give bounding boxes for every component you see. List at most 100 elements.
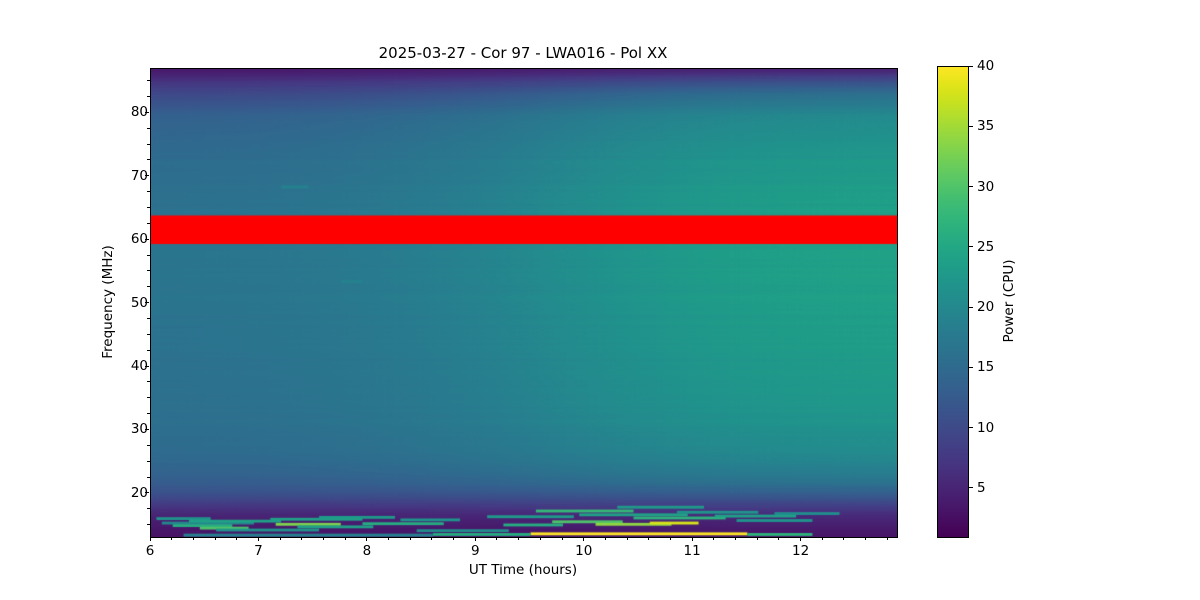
y-minor-tick (147, 254, 150, 256)
y-tick (145, 492, 149, 494)
y-minor-tick (147, 317, 150, 319)
y-tick-label: 40 (130, 358, 148, 375)
y-minor-tick (147, 96, 150, 98)
x-tick-label: 11 (683, 543, 701, 559)
colorbar-tick (969, 246, 973, 248)
x-minor-tick (778, 537, 780, 540)
x-minor-tick (865, 537, 867, 540)
y-tick (145, 238, 149, 240)
y-tick-label: 70 (130, 167, 148, 184)
y-minor-tick (147, 127, 150, 129)
x-tick-label: 12 (791, 543, 810, 559)
x-tick (583, 537, 585, 541)
x-minor-tick (821, 537, 823, 540)
x-minor-tick (214, 537, 216, 540)
x-tick-label: 6 (145, 543, 155, 559)
colorbar-gradient (938, 67, 968, 537)
colorbar-tick (969, 65, 973, 67)
x-tick (257, 537, 259, 541)
x-tick (800, 537, 802, 541)
y-tick-label: 20 (130, 484, 148, 501)
x-tick-label: 10 (575, 543, 593, 559)
x-minor-tick (604, 537, 606, 540)
x-minor-tick (735, 537, 737, 540)
spectrogram-image (151, 69, 897, 537)
y-minor-tick (147, 159, 150, 161)
x-tick-label: 9 (470, 543, 480, 559)
x-minor-tick (886, 537, 888, 540)
x-minor-tick (192, 537, 194, 540)
y-minor-tick (147, 207, 150, 208)
y-tick (145, 111, 149, 113)
x-minor-tick (453, 537, 455, 540)
y-tick-label: 80 (130, 104, 148, 121)
y-axis-label: Frequency (MHz) (100, 245, 116, 359)
x-minor-tick (756, 537, 758, 540)
y-minor-tick (147, 397, 150, 399)
colorbar-label: Power (CPU) (1001, 259, 1017, 343)
y-minor-tick (147, 80, 150, 82)
colorbar-tick (969, 186, 973, 187)
x-tick (366, 537, 368, 541)
y-minor-tick (147, 270, 150, 272)
x-minor-tick (236, 537, 238, 540)
y-minor-tick (147, 444, 150, 446)
y-tick-label: 50 (130, 294, 148, 311)
x-tick-label: 7 (254, 543, 263, 559)
dynamic-spectrum-axes[interactable] (150, 68, 898, 538)
x-minor-tick (561, 537, 563, 540)
x-minor-tick (518, 537, 520, 540)
x-minor-tick (713, 537, 715, 540)
x-minor-tick (279, 537, 281, 540)
colorbar-tick-label: 40 (977, 58, 995, 74)
y-tick (145, 365, 149, 367)
y-tick (145, 428, 149, 430)
x-minor-tick (843, 537, 845, 540)
y-minor-tick (147, 349, 150, 351)
y-minor-tick (147, 222, 150, 224)
x-tick (691, 537, 693, 541)
colorbar-tick-label: 5 (977, 479, 986, 496)
colorbar-tick (969, 366, 973, 368)
x-minor-tick (626, 537, 628, 540)
x-tick (474, 537, 476, 541)
x-minor-tick (539, 537, 541, 540)
y-minor-tick (147, 460, 150, 462)
y-minor-tick (147, 476, 150, 478)
x-axis-label: UT Time (hours) (468, 562, 578, 578)
colorbar-tick-label: 35 (977, 118, 995, 135)
x-minor-tick (171, 537, 173, 540)
colorbar-tick (969, 427, 973, 429)
x-minor-tick (669, 537, 671, 540)
x-minor-tick (301, 537, 303, 540)
colorbar-tick (969, 306, 973, 308)
colorbar-tick-label: 10 (977, 419, 995, 436)
x-tick (149, 537, 151, 541)
colorbar-tick (969, 125, 973, 127)
y-minor-tick (147, 524, 150, 526)
colorbar[interactable] (937, 66, 969, 538)
x-minor-tick (648, 537, 650, 540)
colorbar-tick-label: 20 (977, 299, 995, 316)
colorbar-tick-label: 30 (977, 178, 995, 195)
y-minor-tick (147, 333, 150, 335)
x-minor-tick (344, 537, 346, 540)
y-tick-label: 30 (130, 421, 148, 438)
y-minor-tick (147, 381, 150, 383)
x-minor-tick (496, 537, 498, 540)
y-tick (145, 175, 149, 177)
page-title: 2025-03-27 - Cor 97 - LWA016 - Pol XX (378, 44, 668, 62)
y-minor-tick (147, 191, 150, 193)
y-minor-tick (147, 413, 150, 415)
y-minor-tick (147, 508, 150, 510)
x-minor-tick (431, 537, 433, 540)
colorbar-tick (969, 487, 973, 489)
y-minor-tick (147, 286, 150, 288)
x-minor-tick (388, 537, 390, 540)
colorbar-tick-label: 25 (977, 238, 995, 255)
y-minor-tick (147, 143, 150, 145)
x-minor-tick (409, 537, 411, 540)
y-tick-label: 60 (130, 231, 148, 248)
spectrogram-heatmap (151, 69, 897, 537)
